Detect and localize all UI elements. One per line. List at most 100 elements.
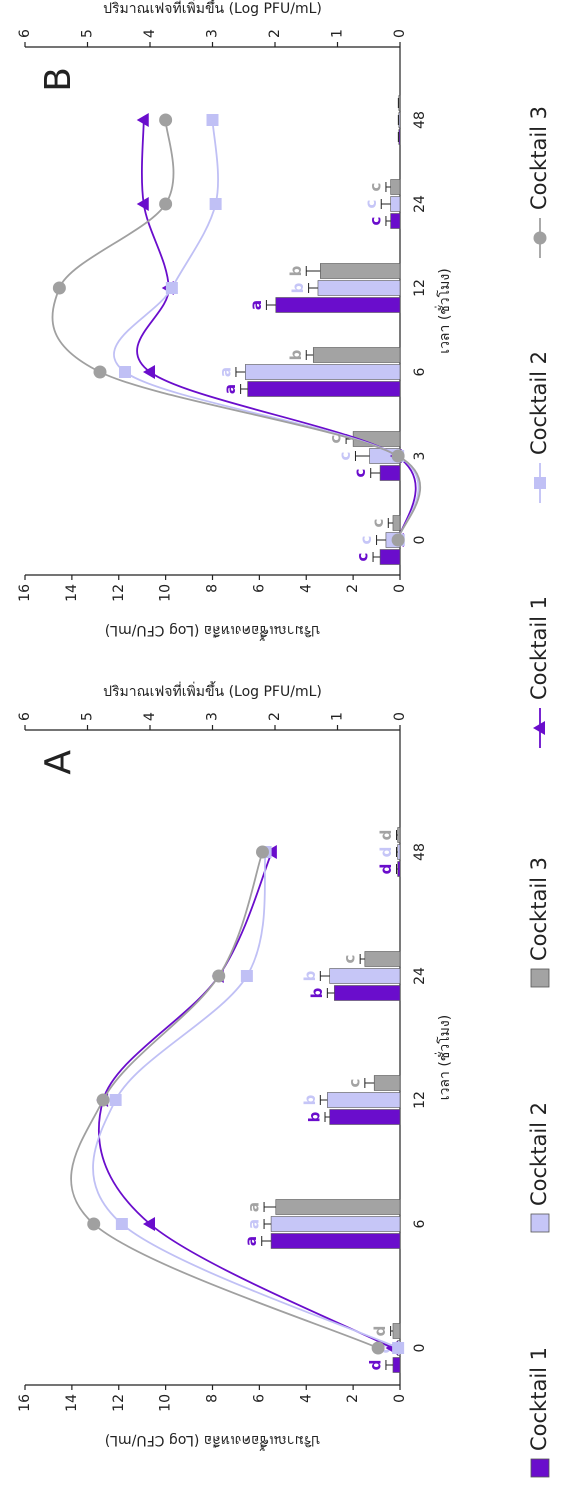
bar: [391, 180, 400, 195]
y-axis-title: ปริมาณเชื้อคงเหลือ (Log CFU/mL): [105, 1432, 320, 1451]
bar: [327, 1093, 400, 1108]
bar: [313, 348, 400, 363]
error-bar: [264, 1202, 276, 1212]
legend-swatch: [531, 1214, 549, 1232]
significance-letter: a: [247, 300, 265, 310]
bar: [380, 466, 400, 481]
y-tick-label: 6: [251, 584, 267, 593]
legend-label: Cocktail 1: [527, 1347, 551, 1451]
error-bar: [388, 518, 393, 528]
y2-tick-label: 5: [80, 712, 96, 721]
x-tick-label: 12: [412, 279, 428, 297]
y2-tick-label: 0: [392, 712, 408, 721]
y2-tick-label: 5: [80, 29, 96, 38]
y-tick-label: 8: [205, 584, 221, 593]
x-tick-label: 48: [412, 843, 428, 861]
significance-letter: c: [366, 183, 384, 192]
y2-tick-label: 0: [392, 29, 408, 38]
error-bar: [355, 451, 369, 461]
bar: [399, 96, 400, 111]
x-tick-label: 0: [412, 536, 428, 545]
x-tick-label: 24: [412, 195, 428, 213]
x-tick-label: 48: [412, 111, 428, 129]
x-tick-label: 6: [412, 1219, 428, 1228]
error-bar: [386, 182, 391, 192]
bar: [393, 516, 400, 531]
x-tick-label: 12: [412, 1091, 428, 1109]
significance-letter: c: [336, 452, 354, 461]
line-marker: [241, 970, 253, 982]
error-bar: [327, 988, 334, 998]
y2-tick-label: 4: [142, 29, 158, 38]
significance-letter: c: [357, 536, 375, 545]
y2-tick-label: 3: [205, 712, 221, 721]
legend-swatch: [531, 969, 549, 987]
error-bar: [236, 367, 245, 377]
y-tick-label: 4: [298, 1394, 314, 1403]
significance-letter: d: [377, 864, 395, 875]
line-marker: [110, 1094, 122, 1106]
bar: [271, 1234, 400, 1249]
significance-letter: c: [362, 200, 380, 209]
significance-letter: c: [366, 217, 384, 226]
bar: [245, 365, 400, 380]
line-marker: [392, 1342, 404, 1354]
y-tick-label: 4: [298, 584, 314, 593]
line-marker: [87, 1218, 100, 1231]
significance-letter: c: [341, 955, 359, 964]
line-marker: [53, 282, 66, 295]
line-marker: [119, 366, 131, 378]
significance-letter: a: [242, 1236, 260, 1246]
line-marker: [212, 970, 225, 983]
bar: [330, 969, 400, 984]
significance-letter: d: [377, 847, 395, 858]
bar: [398, 862, 400, 877]
line-marker: [159, 198, 172, 211]
bar: [398, 828, 400, 843]
y2-tick-label: 3: [205, 29, 221, 38]
significance-letter: d: [366, 1360, 384, 1371]
figure: 0246810121416012345606122448เวลา (ชั่วโม…: [0, 0, 564, 1487]
error-bar: [241, 384, 248, 394]
y-tick-label: 16: [17, 1394, 33, 1412]
significance-letter: b: [287, 265, 305, 276]
line-marker: [210, 198, 222, 210]
bar: [248, 382, 400, 397]
significance-letter: c: [369, 519, 387, 528]
panel-label: B: [38, 67, 79, 92]
bar: [399, 130, 400, 145]
y-tick-label: 14: [64, 1394, 80, 1412]
y-tick-label: 2: [345, 1394, 361, 1403]
significance-letter: d: [371, 1326, 389, 1337]
y-tick-label: 16: [17, 584, 33, 602]
error-bar: [264, 1219, 271, 1229]
error-bar: [377, 535, 386, 545]
significance-letter: a: [245, 1219, 263, 1229]
bar: [318, 281, 400, 296]
y2-tick-label: 2: [267, 712, 283, 721]
significance-letter: a: [245, 1202, 263, 1212]
line-marker: [256, 846, 269, 859]
bar: [365, 952, 400, 967]
y-tick-label: 0: [392, 1394, 408, 1403]
y-tick-label: 12: [111, 584, 127, 602]
y-tick-label: 6: [251, 1394, 267, 1403]
legend-label: Cocktail 3: [527, 857, 551, 961]
legend-marker: [534, 477, 546, 489]
y-tick-label: 0: [392, 584, 408, 593]
bar: [276, 1200, 400, 1215]
significance-letter: c: [351, 469, 369, 478]
error-bar: [365, 1078, 374, 1088]
legend-label: Cocktail 2: [527, 1102, 551, 1206]
line-marker: [116, 1218, 128, 1230]
y2-axis-title: ปริมาณเฟจที่เพิ่มขึ้น (Log PFU/mL): [103, 681, 322, 700]
significance-letter: b: [287, 349, 305, 360]
error-bar: [371, 468, 380, 478]
error-bar: [309, 283, 318, 293]
bar: [393, 1358, 400, 1373]
y2-tick-label: 2: [267, 29, 283, 38]
error-bar: [320, 1095, 327, 1105]
bar: [398, 845, 400, 860]
error-bar: [325, 1112, 330, 1122]
y2-tick-label: 6: [17, 712, 33, 721]
